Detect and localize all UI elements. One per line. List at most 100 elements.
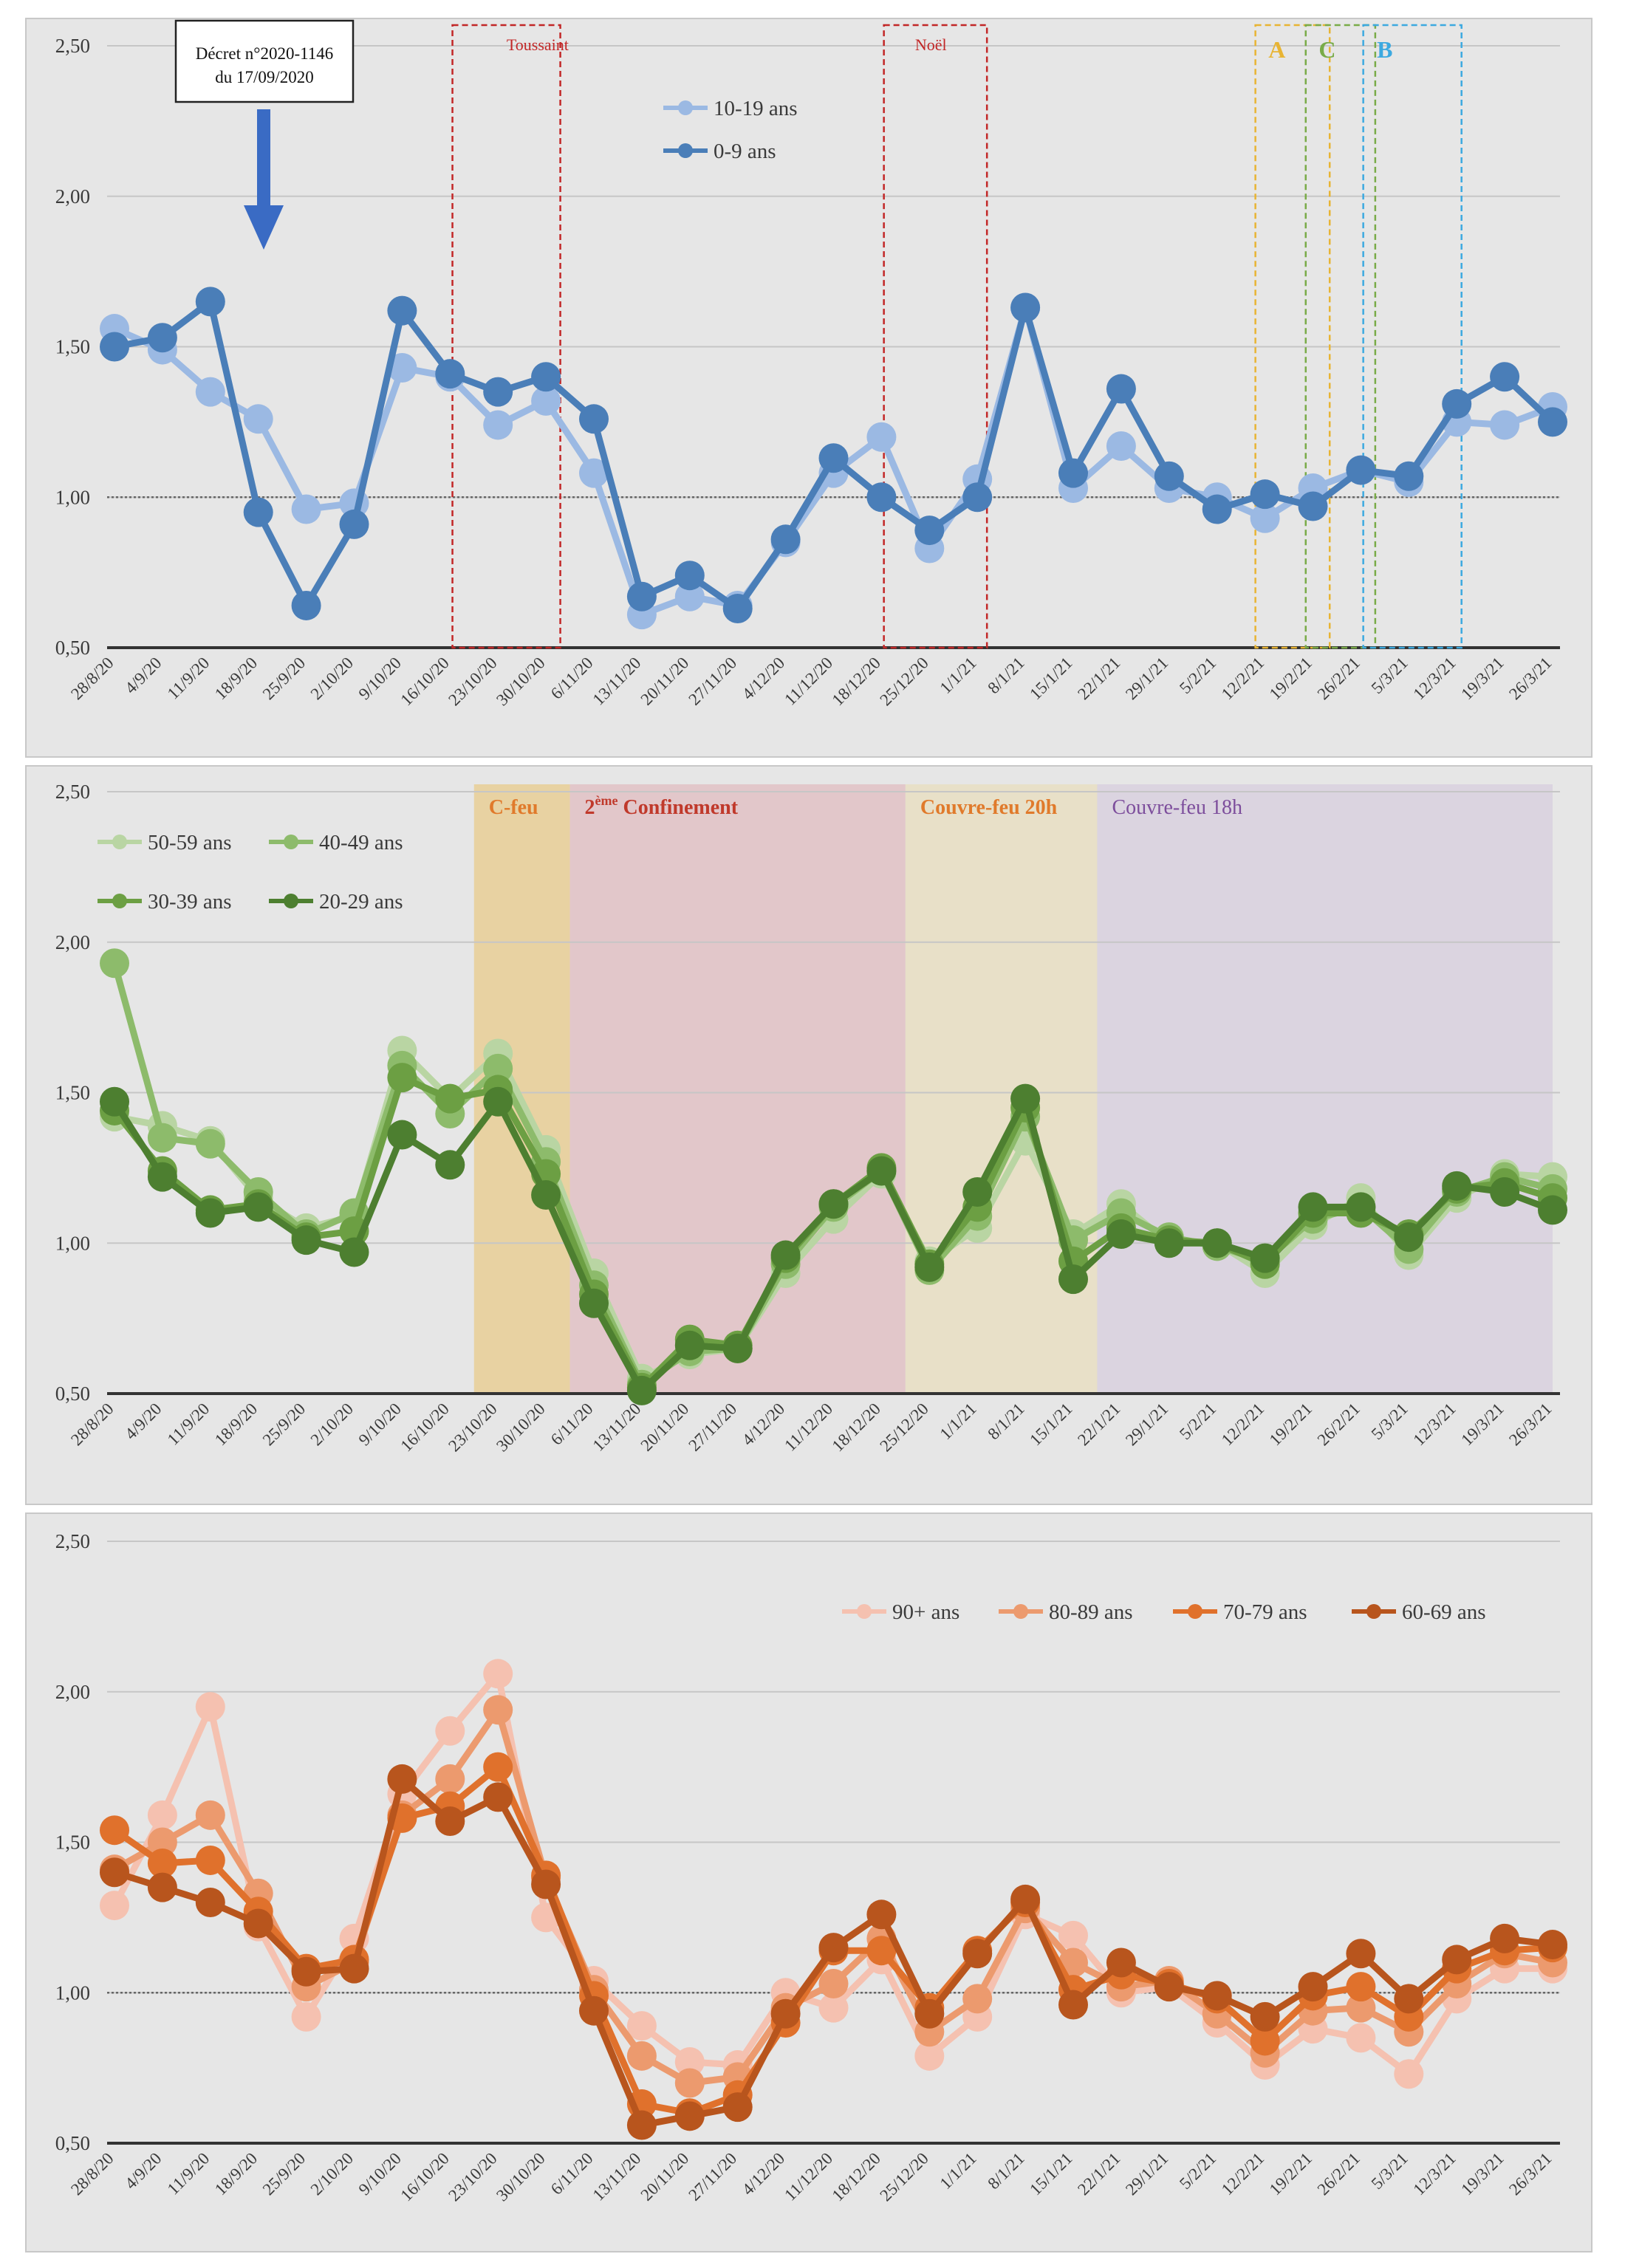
- x-tick-label: 26/2/21: [1314, 1399, 1364, 1449]
- data-point: [1058, 1264, 1088, 1295]
- series-60-69-ans: [100, 1764, 1567, 2140]
- x-tick-label: 1/1/21: [936, 654, 979, 697]
- y-tick-label: 2,00: [55, 185, 90, 208]
- x-tick-label: 22/1/21: [1074, 1399, 1123, 1449]
- decree-line-2: du 17/09/2020: [215, 68, 314, 86]
- x-tick-label: 5/3/21: [1368, 1399, 1412, 1443]
- data-point: [1394, 461, 1424, 491]
- period-box-4: [1362, 24, 1462, 649]
- legend-label: 50-59 ans: [148, 831, 232, 854]
- legend-swatch-marker: [112, 894, 127, 908]
- data-point: [100, 1086, 129, 1117]
- y-tick-label: 2,50: [55, 35, 90, 57]
- legend-label: 20-29 ans: [319, 890, 403, 914]
- x-tick-label: 27/11/20: [685, 654, 740, 709]
- data-point: [195, 377, 225, 407]
- y-tick-label: 1,50: [55, 336, 90, 358]
- data-point: [1346, 1939, 1376, 1969]
- data-point: [435, 1764, 465, 1794]
- x-tick-label: 26/2/21: [1314, 2149, 1364, 2199]
- data-point: [1250, 2001, 1280, 2032]
- data-point: [579, 404, 609, 434]
- data-point: [1202, 494, 1232, 524]
- x-tick-label: 25/9/20: [259, 1399, 309, 1449]
- period-label-couvre-feu-18h: Couvre-feu 18h: [1112, 796, 1242, 819]
- data-point: [1298, 1972, 1328, 2002]
- x-tick-label: 11/9/20: [164, 654, 213, 703]
- x-tick-label: 4/9/20: [121, 2149, 165, 2193]
- legend-swatch-marker: [112, 835, 127, 849]
- series-20-29-ans: [100, 1083, 1567, 1405]
- data-point: [243, 1192, 273, 1222]
- x-tick-label: 12/3/21: [1409, 1399, 1459, 1449]
- period-box-label-1: Noël: [915, 35, 947, 54]
- data-point: [1346, 1192, 1376, 1222]
- data-point: [1442, 388, 1472, 419]
- legend-swatch-marker: [1366, 1604, 1381, 1619]
- y-tick-label: 2,50: [55, 1530, 90, 1552]
- x-tick-label: 23/10/20: [445, 2149, 501, 2205]
- data-point: [195, 1128, 225, 1159]
- x-tick-label: 13/11/20: [589, 1399, 645, 1455]
- data-point: [1490, 1176, 1520, 1207]
- x-tick-label: 1/1/21: [936, 2149, 979, 2193]
- period-box-label-2: A: [1268, 36, 1285, 63]
- data-point: [914, 515, 945, 546]
- data-point: [147, 1162, 177, 1192]
- x-tick-label: 11/12/20: [781, 1399, 836, 1455]
- data-point: [626, 2110, 657, 2140]
- data-point: [531, 362, 561, 392]
- data-point: [818, 443, 849, 473]
- data-point: [1346, 1972, 1376, 2002]
- data-point: [1490, 1923, 1520, 1953]
- data-point: [1154, 1228, 1184, 1258]
- x-tick-label: 26/3/21: [1505, 2149, 1555, 2199]
- x-tick-label: 8/1/21: [984, 654, 1027, 697]
- data-point: [626, 2041, 657, 2071]
- data-point: [1106, 431, 1136, 461]
- x-tick-label: 1/1/21: [936, 1399, 979, 1443]
- series-0-9-ans: [100, 287, 1567, 624]
- x-tick-label: 18/12/20: [828, 654, 884, 710]
- x-tick-label: 28/8/20: [67, 2149, 117, 2199]
- y-tick-label: 1,00: [55, 1981, 90, 2004]
- x-tick-label: 25/12/20: [876, 2149, 932, 2205]
- legend-swatch-marker: [1188, 1604, 1202, 1619]
- y-tick-label: 0,50: [55, 637, 90, 659]
- x-tick-label: 18/9/20: [211, 1399, 261, 1449]
- x-tick-label: 12/2/21: [1218, 2149, 1268, 2199]
- legend-label: 40-49 ans: [319, 831, 403, 854]
- data-point: [674, 1330, 705, 1360]
- chart-20-59-ans: C-feu 2ème Confinement Couvre-feu 20h Couvr…: [55, 781, 1567, 1456]
- x-tick-label: 18/12/20: [828, 2149, 884, 2205]
- x-tick-label: 11/12/20: [781, 2149, 836, 2204]
- x-tick-label: 5/3/21: [1368, 2149, 1412, 2193]
- data-point: [291, 1225, 321, 1255]
- x-tick-label: 30/10/20: [493, 1399, 549, 1456]
- x-tick-label: 26/2/21: [1314, 654, 1364, 703]
- data-point: [1538, 407, 1567, 437]
- data-point: [483, 410, 513, 440]
- data-point: [435, 1150, 465, 1180]
- x-tick-label: 30/10/20: [493, 654, 549, 710]
- legend-label: 90+ ans: [892, 1600, 959, 1624]
- data-point: [866, 1936, 897, 1966]
- period-band-1: [569, 784, 906, 1394]
- x-tick-label: 2/10/20: [307, 1399, 357, 1449]
- legend-swatch-marker: [284, 894, 298, 908]
- legend-item: 70-79 ans: [1173, 1600, 1307, 1624]
- data-point: [914, 2041, 945, 2071]
- x-tick-label: 11/12/20: [781, 654, 836, 709]
- data-point: [339, 509, 369, 539]
- legend-swatch-marker: [1013, 1604, 1028, 1619]
- data-point: [243, 497, 273, 527]
- x-tick-label: 16/10/20: [397, 654, 453, 710]
- x-tick-label: 15/1/21: [1026, 654, 1075, 703]
- data-point: [626, 2011, 657, 2041]
- data-point: [483, 1695, 513, 1725]
- y-tick-label: 1,50: [55, 1832, 90, 1854]
- data-point: [147, 1872, 177, 1902]
- x-tick-label: 18/9/20: [211, 2149, 261, 2199]
- period-box-0: [451, 24, 561, 649]
- x-tick-label: 5/3/21: [1368, 654, 1412, 697]
